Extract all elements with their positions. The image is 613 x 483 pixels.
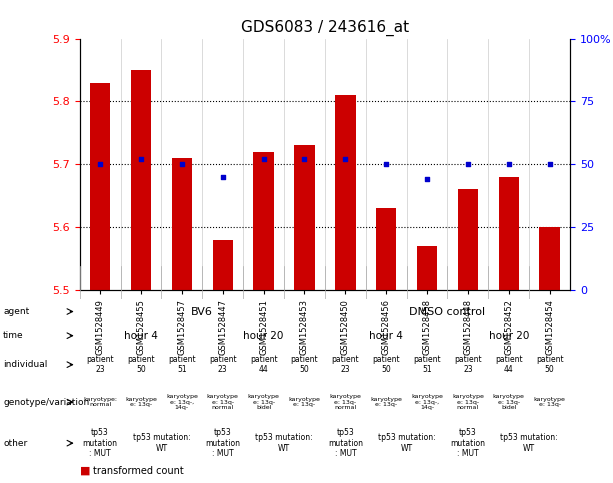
Point: [259, 156, 268, 163]
Text: agent: agent: [3, 307, 29, 316]
Text: tp53
mutation
: MUT: tp53 mutation : MUT: [328, 428, 363, 458]
Text: other: other: [3, 439, 28, 448]
Text: karyotype
e: 13q-: karyotype e: 13q-: [125, 397, 157, 408]
Point: [381, 160, 391, 168]
Text: patient
23: patient 23: [209, 355, 237, 374]
Bar: [253, 152, 274, 290]
Text: tp53
mutation
: MUT: tp53 mutation : MUT: [83, 428, 118, 458]
Bar: [294, 145, 314, 290]
Text: hour 20: hour 20: [489, 331, 529, 341]
Bar: [172, 158, 192, 290]
Text: karyotype
e: 13q-
normal: karyotype e: 13q- normal: [329, 394, 361, 411]
Point: [177, 160, 187, 168]
Text: patient
50: patient 50: [291, 355, 318, 374]
Text: karyotype
e: 13q-
normal: karyotype e: 13q- normal: [452, 394, 484, 411]
Point: [463, 160, 473, 168]
Text: patient
51: patient 51: [413, 355, 441, 374]
Text: tp53
mutation
: MUT: tp53 mutation : MUT: [205, 428, 240, 458]
Text: hour 4: hour 4: [124, 331, 158, 341]
Bar: [213, 240, 233, 290]
Text: tp53 mutation:
WT: tp53 mutation: WT: [378, 433, 435, 453]
Text: patient
23: patient 23: [332, 355, 359, 374]
Text: patient
23: patient 23: [86, 355, 114, 374]
Text: karyotype
e: 13q-: karyotype e: 13q-: [370, 397, 402, 408]
Bar: [417, 246, 437, 290]
Text: BV6: BV6: [191, 307, 213, 316]
Bar: [458, 189, 478, 290]
Bar: [498, 177, 519, 290]
Bar: [376, 208, 397, 290]
Bar: [131, 70, 151, 290]
Text: patient
23: patient 23: [454, 355, 482, 374]
Point: [218, 173, 227, 181]
Text: DMSO control: DMSO control: [409, 307, 485, 316]
Text: time: time: [3, 331, 24, 340]
Text: ■: ■: [80, 466, 90, 476]
Text: patient
51: patient 51: [168, 355, 196, 374]
Text: tp53 mutation:
WT: tp53 mutation: WT: [255, 433, 313, 453]
Point: [422, 175, 432, 183]
Text: hour 4: hour 4: [369, 331, 403, 341]
Text: tp53
mutation
: MUT: tp53 mutation : MUT: [451, 428, 485, 458]
Text: karyotype
e: 13q-: karyotype e: 13q-: [534, 397, 566, 408]
Text: tp53 mutation:
WT: tp53 mutation: WT: [500, 433, 558, 453]
Point: [545, 160, 555, 168]
Text: genotype/variation: genotype/variation: [3, 398, 89, 407]
Text: karyotype:
normal: karyotype: normal: [83, 397, 117, 408]
Text: individual: individual: [3, 360, 47, 369]
Text: patient
50: patient 50: [536, 355, 563, 374]
Bar: [335, 95, 356, 290]
Text: patient
44: patient 44: [249, 355, 278, 374]
Text: patient
50: patient 50: [372, 355, 400, 374]
Text: patient
44: patient 44: [495, 355, 523, 374]
Text: karyotype
e: 13q-,
14q-: karyotype e: 13q-, 14q-: [411, 394, 443, 411]
Text: transformed count: transformed count: [93, 466, 184, 476]
Point: [340, 156, 350, 163]
Text: karyotype
e: 13q-
bidel: karyotype e: 13q- bidel: [248, 394, 280, 411]
Text: hour 20: hour 20: [243, 331, 284, 341]
Text: karyotype
e: 13q-
normal: karyotype e: 13q- normal: [207, 394, 238, 411]
Text: karyotype
e: 13q-: karyotype e: 13q-: [289, 397, 321, 408]
Point: [504, 160, 514, 168]
Bar: [90, 83, 110, 290]
Point: [95, 160, 105, 168]
Bar: [539, 227, 560, 290]
Text: patient
50: patient 50: [127, 355, 155, 374]
Text: karyotype
e: 13q-
bidel: karyotype e: 13q- bidel: [493, 394, 525, 411]
Title: GDS6083 / 243616_at: GDS6083 / 243616_at: [241, 20, 409, 36]
Point: [300, 156, 310, 163]
Point: [136, 156, 146, 163]
Text: tp53 mutation:
WT: tp53 mutation: WT: [132, 433, 190, 453]
Text: karyotype
e: 13q-,
14q-: karyotype e: 13q-, 14q-: [166, 394, 198, 411]
